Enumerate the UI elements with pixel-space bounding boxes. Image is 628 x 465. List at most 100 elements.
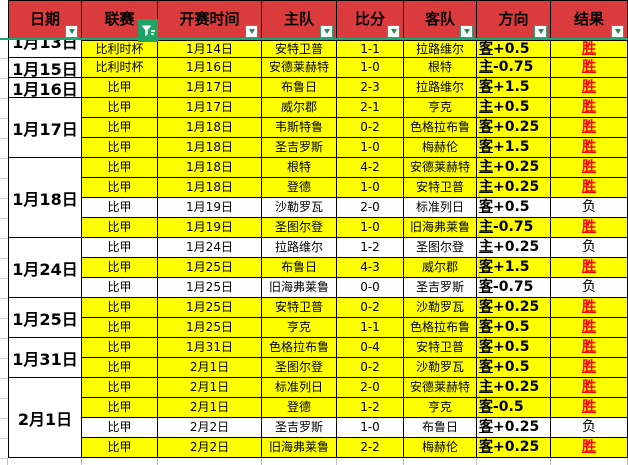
league-cell[interactable]: 比甲: [82, 418, 158, 438]
handicap-cell[interactable]: 主+0.5: [477, 98, 551, 118]
kickoff-cell[interactable]: 2月2日: [158, 438, 262, 458]
score-cell[interactable]: 1-0: [337, 418, 404, 438]
score-cell[interactable]: 4-2: [337, 158, 404, 178]
home-team-cell[interactable]: 圣图尔登: [262, 218, 337, 238]
away-team-cell[interactable]: 威尔郡: [404, 258, 477, 278]
handicap-cell[interactable]: 客+0.25: [477, 418, 551, 438]
result-cell[interactable]: 胜: [551, 118, 628, 138]
away-team-cell[interactable]: 根特: [404, 58, 477, 78]
date-cell[interactable]: 1月18日: [8, 158, 82, 238]
home-team-cell[interactable]: 威尔郡: [262, 98, 337, 118]
filter-dropdown-button[interactable]: [460, 25, 473, 38]
kickoff-cell[interactable]: 1月18日: [158, 158, 262, 178]
score-cell[interactable]: 0-4: [337, 338, 404, 358]
score-cell[interactable]: 1-0: [337, 58, 404, 78]
filter-dropdown-button[interactable]: [245, 25, 258, 38]
column-header-3[interactable]: 开赛时间: [158, 0, 262, 38]
result-cell[interactable]: 胜: [551, 218, 628, 238]
home-team-cell[interactable]: 登德: [262, 178, 337, 198]
result-cell[interactable]: 胜: [551, 358, 628, 378]
home-team-cell[interactable]: 旧海弗莱鲁日: [262, 438, 337, 458]
league-cell[interactable]: 比甲: [82, 198, 158, 218]
column-header-8[interactable]: 结果: [551, 0, 628, 38]
league-cell[interactable]: 比甲: [82, 158, 158, 178]
league-cell[interactable]: 比甲: [82, 318, 158, 338]
league-cell[interactable]: 比甲: [82, 138, 158, 158]
away-team-cell[interactable]: 梅赫伦: [404, 138, 477, 158]
date-cell[interactable]: 1月25日: [8, 298, 82, 338]
home-team-cell[interactable]: 色格拉布鲁日: [262, 338, 337, 358]
kickoff-cell[interactable]: 2月1日: [158, 358, 262, 378]
result-cell[interactable]: 胜: [551, 138, 628, 158]
column-header-7[interactable]: 方向: [477, 0, 551, 38]
league-cell[interactable]: 比甲: [82, 238, 158, 258]
handicap-cell[interactable]: 主+0.25: [477, 178, 551, 198]
handicap-cell[interactable]: 客+0.5: [477, 40, 551, 58]
score-cell[interactable]: 2-1: [337, 98, 404, 118]
league-cell[interactable]: 比甲: [82, 398, 158, 418]
handicap-cell[interactable]: 客+1.5: [477, 258, 551, 278]
league-cell[interactable]: 比甲: [82, 98, 158, 118]
kickoff-cell[interactable]: 1月18日: [158, 118, 262, 138]
league-cell[interactable]: 比甲: [82, 218, 158, 238]
home-team-cell[interactable]: 登德: [262, 398, 337, 418]
handicap-cell[interactable]: 客+0.5: [477, 198, 551, 218]
home-team-cell[interactable]: 安德莱赫特: [262, 58, 337, 78]
handicap-cell[interactable]: 客-0.5: [477, 398, 551, 418]
score-cell[interactable]: 0-2: [337, 298, 404, 318]
column-header-6[interactable]: 客队: [404, 0, 477, 38]
kickoff-cell[interactable]: 2月2日: [158, 418, 262, 438]
home-team-cell[interactable]: 沙勒罗瓦: [262, 198, 337, 218]
home-team-cell[interactable]: 亨克: [262, 318, 337, 338]
handicap-cell[interactable]: 主-0.75: [477, 218, 551, 238]
home-team-cell[interactable]: 圣吉罗斯: [262, 418, 337, 438]
league-cell[interactable]: 比利时杯: [82, 40, 158, 58]
away-team-cell[interactable]: 标准列日: [404, 198, 477, 218]
kickoff-cell[interactable]: 1月25日: [158, 258, 262, 278]
date-cell[interactable]: 1月24日: [8, 238, 82, 298]
kickoff-cell[interactable]: 1月25日: [158, 298, 262, 318]
date-cell[interactable]: 1月16日: [8, 78, 82, 98]
home-team-cell[interactable]: 旧海弗莱鲁日: [262, 278, 337, 298]
result-cell[interactable]: 负: [551, 198, 628, 218]
kickoff-cell[interactable]: 1月17日: [158, 98, 262, 118]
score-cell[interactable]: 1-0: [337, 178, 404, 198]
kickoff-cell[interactable]: 1月19日: [158, 218, 262, 238]
date-cell[interactable]: 1月17日: [8, 98, 82, 158]
league-cell[interactable]: 比甲: [82, 298, 158, 318]
kickoff-cell[interactable]: 1月24日: [158, 238, 262, 258]
filter-dropdown-button[interactable]: [611, 25, 624, 38]
score-cell[interactable]: 2-0: [337, 198, 404, 218]
away-team-cell[interactable]: 亨克: [404, 398, 477, 418]
result-cell[interactable]: 胜: [551, 378, 628, 398]
result-cell[interactable]: 胜: [551, 258, 628, 278]
league-cell[interactable]: 比甲: [82, 358, 158, 378]
away-team-cell[interactable]: 圣吉罗斯: [404, 278, 477, 298]
score-cell[interactable]: 1-0: [337, 218, 404, 238]
kickoff-cell[interactable]: 1月17日: [158, 78, 262, 98]
away-team-cell[interactable]: 亨克: [404, 98, 477, 118]
league-cell[interactable]: 比甲: [82, 78, 158, 98]
score-cell[interactable]: 1-1: [337, 318, 404, 338]
kickoff-cell[interactable]: 1月16日: [158, 58, 262, 78]
score-cell[interactable]: 0-0: [337, 278, 404, 298]
result-cell[interactable]: 胜: [551, 78, 628, 98]
away-team-cell[interactable]: 梅赫伦: [404, 438, 477, 458]
filter-dropdown-button[interactable]: [534, 25, 547, 38]
league-cell[interactable]: 比甲: [82, 438, 158, 458]
home-team-cell[interactable]: 圣吉罗斯: [262, 138, 337, 158]
away-team-cell[interactable]: 安特卫普: [404, 178, 477, 198]
away-team-cell[interactable]: 拉路维尔: [404, 40, 477, 58]
kickoff-cell[interactable]: 2月1日: [158, 398, 262, 418]
result-cell[interactable]: 负: [551, 278, 628, 298]
score-cell[interactable]: 2-0: [337, 378, 404, 398]
home-team-cell[interactable]: 圣图尔登: [262, 358, 337, 378]
kickoff-cell[interactable]: 1月19日: [158, 198, 262, 218]
league-cell[interactable]: 比甲: [82, 118, 158, 138]
kickoff-cell[interactable]: 1月18日: [158, 138, 262, 158]
league-cell[interactable]: 比甲: [82, 278, 158, 298]
result-cell[interactable]: 负: [551, 418, 628, 438]
score-cell[interactable]: 1-1: [337, 40, 404, 58]
kickoff-cell[interactable]: 1月14日: [158, 40, 262, 58]
handicap-cell[interactable]: 客+0.5: [477, 358, 551, 378]
